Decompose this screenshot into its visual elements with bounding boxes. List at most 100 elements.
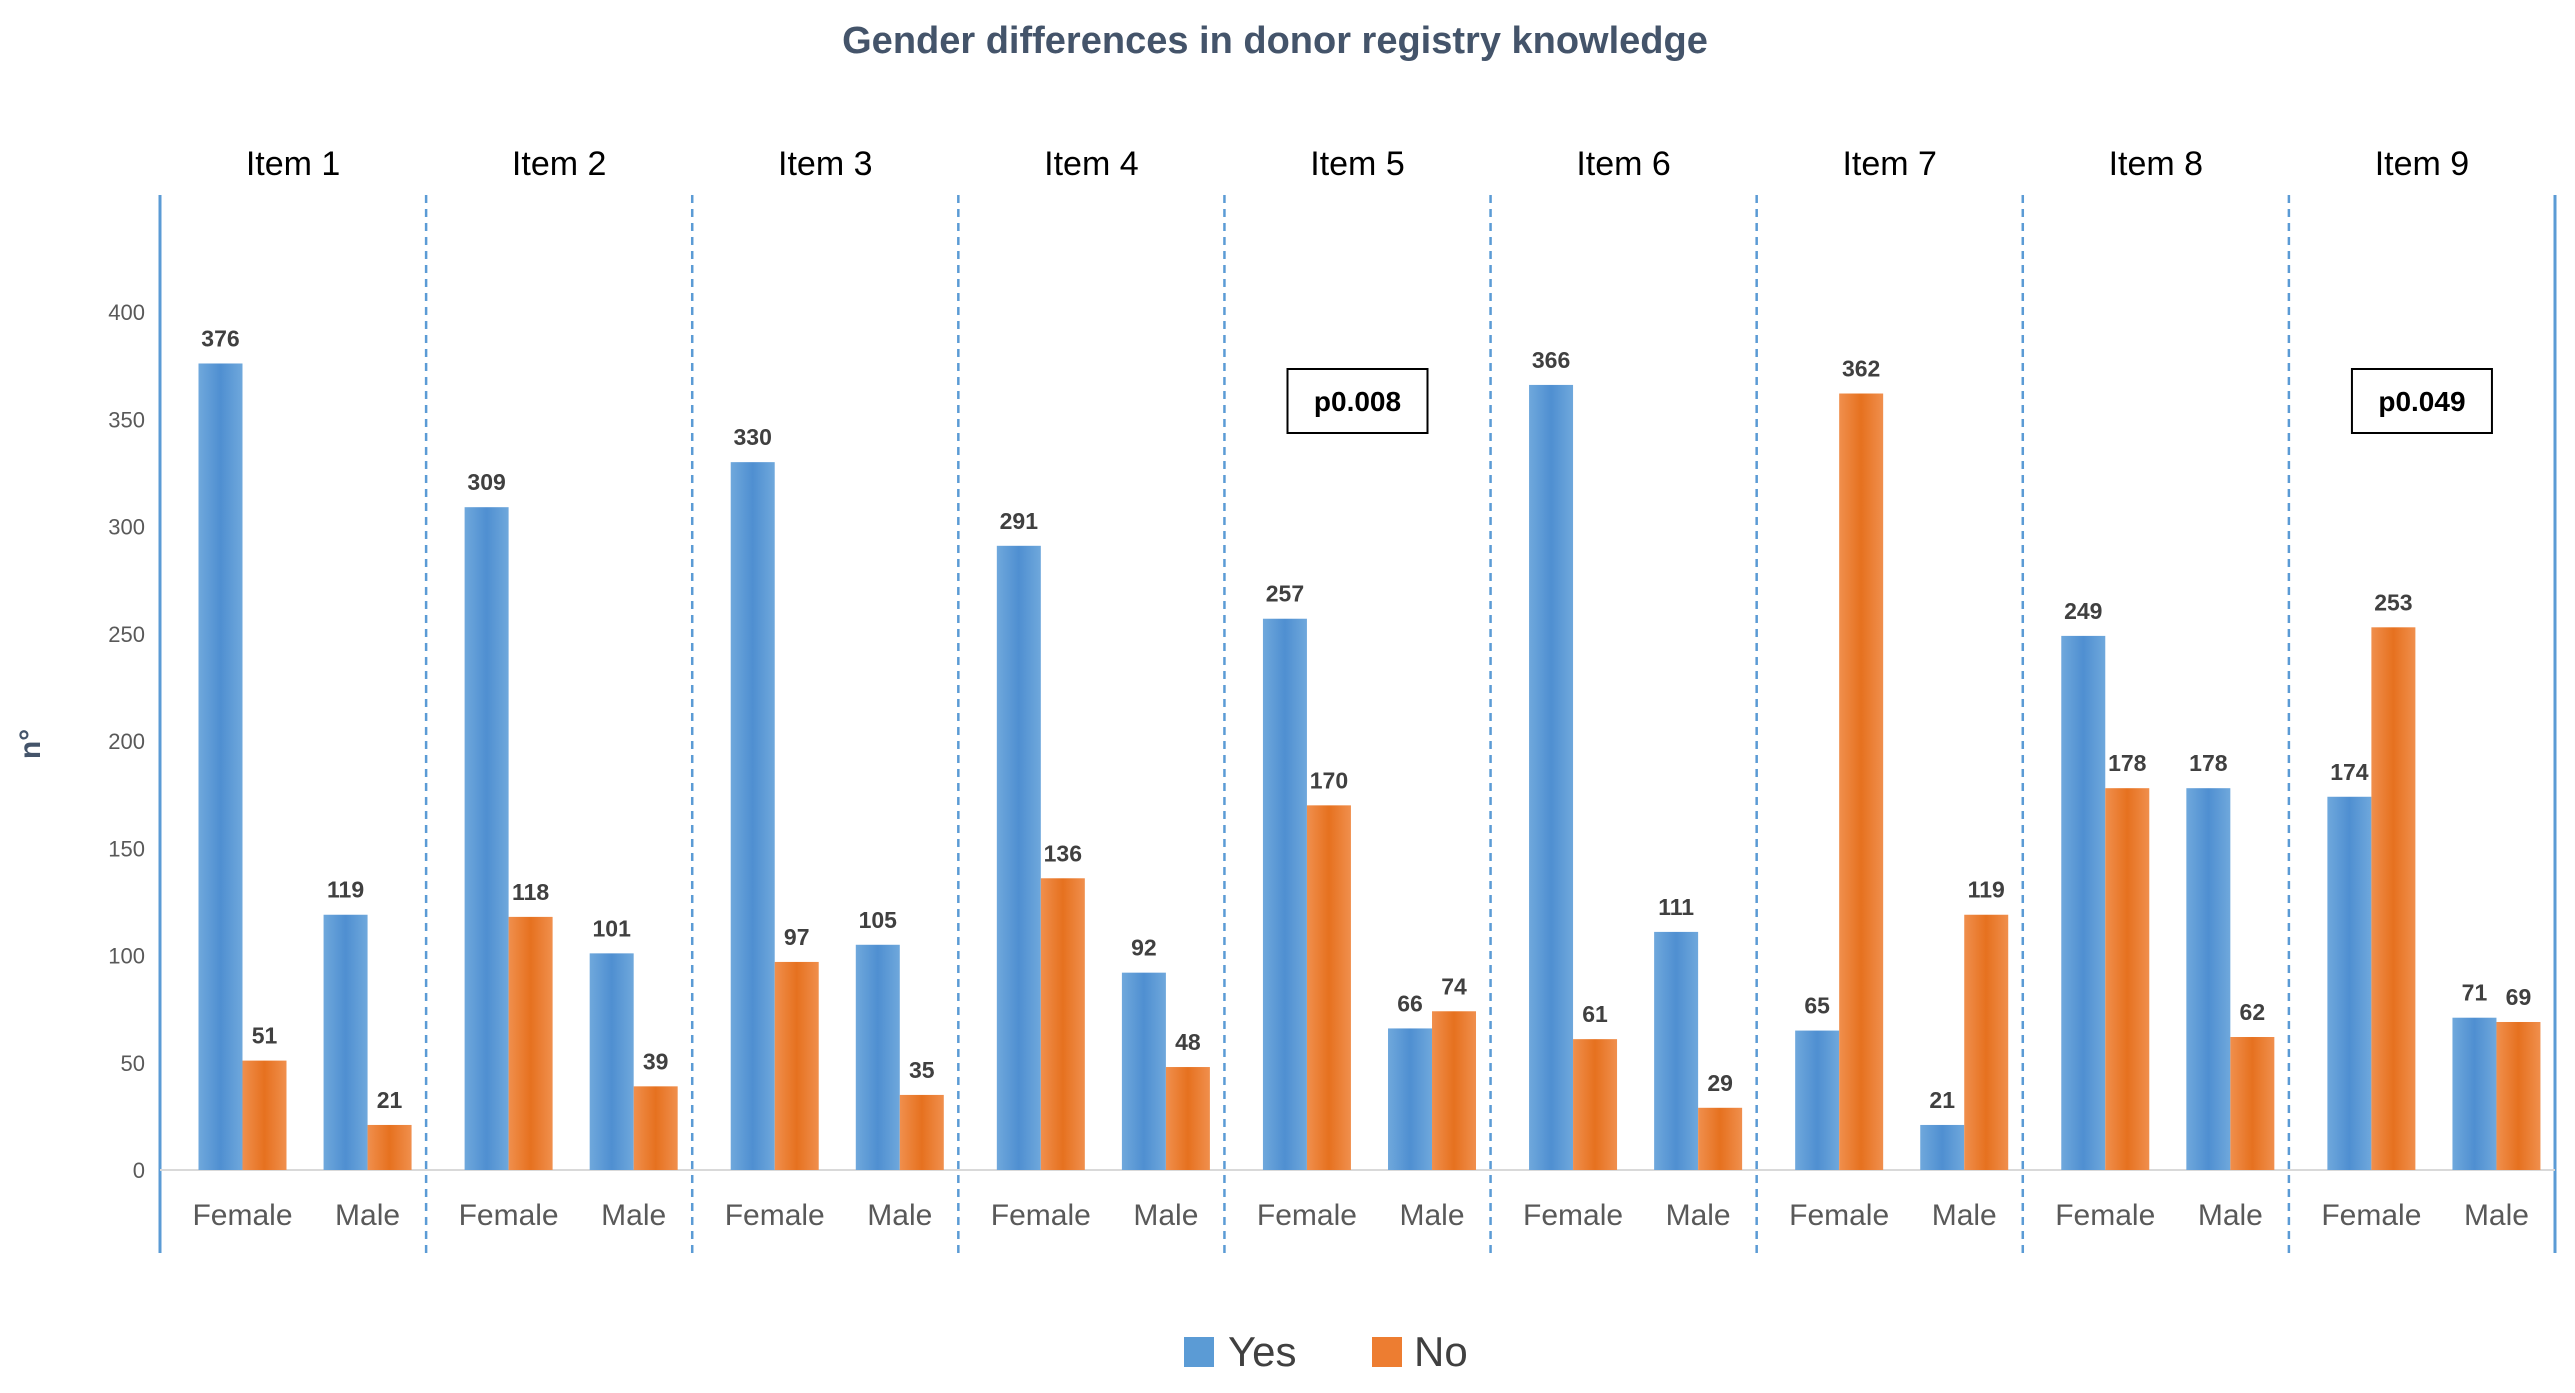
- bar-no-item-5-male: [1432, 1011, 1477, 1170]
- bar-yes-item-3-female: [730, 462, 775, 1170]
- category-label-female: Female: [2321, 1199, 2421, 1232]
- bar-yes-item-5-male: [1388, 1028, 1433, 1170]
- bar-yes-item-6-male: [1654, 931, 1699, 1170]
- data-label: 330: [734, 424, 772, 450]
- y-tick-label: 50: [121, 1051, 145, 1076]
- bar-no-item-6-male: [1698, 1107, 1743, 1170]
- category-label-female: Female: [991, 1199, 1091, 1232]
- bar-yes-item-9-female: [2327, 796, 2372, 1170]
- group-label-item-9: Item 9: [2375, 145, 2469, 183]
- category-label-male: Male: [2198, 1199, 2263, 1232]
- data-label: 74: [1441, 973, 1467, 999]
- bar-yes-item-7-male: [1920, 1124, 1965, 1170]
- category-label-female: Female: [1257, 1199, 1357, 1232]
- bar-yes-item-4-female: [996, 545, 1041, 1170]
- bars-layer: [198, 363, 2541, 1171]
- bar-no-item-7-female: [1839, 393, 1884, 1170]
- data-label: 257: [1266, 581, 1304, 607]
- category-label-male: Male: [2464, 1199, 2529, 1232]
- bar-no-item-4-female: [1040, 878, 1085, 1170]
- labels-layer: Item 1 Female 376 51 Male 119 21 Item 2 Female 30…: [192, 145, 2531, 1232]
- category-label-male: Male: [1133, 1199, 1198, 1232]
- data-label: 249: [2064, 598, 2102, 624]
- axis-layer: 0 50 100 150 200 250 300 350 400: [108, 195, 2557, 1253]
- bar-yes-item-6-female: [1529, 384, 1574, 1170]
- data-label: 253: [2374, 589, 2412, 615]
- data-label: 119: [327, 877, 364, 903]
- bar-no-item-5-female: [1306, 805, 1351, 1170]
- legend-label-yes: Yes: [1228, 1328, 1297, 1375]
- data-label: 174: [2330, 759, 2369, 785]
- data-label: 309: [467, 469, 505, 495]
- data-label: 71: [2462, 980, 2488, 1006]
- group-label-item-8: Item 8: [2109, 145, 2203, 183]
- data-label: 62: [2240, 999, 2266, 1025]
- y-tick-label: 400: [108, 300, 145, 325]
- bar-no-item-2-male: [633, 1086, 678, 1170]
- legend-swatch-no: [1372, 1337, 1402, 1367]
- bar-no-item-1-male: [367, 1124, 412, 1170]
- data-label: 39: [643, 1048, 669, 1074]
- data-label: 170: [1310, 767, 1348, 793]
- data-label: 48: [1175, 1029, 1201, 1055]
- category-label-female: Female: [725, 1199, 825, 1232]
- data-label: 21: [377, 1087, 403, 1113]
- group-label-item-6: Item 6: [1576, 145, 1670, 183]
- category-label-male: Male: [1399, 1199, 1464, 1232]
- bar-yes-item-7-female: [1795, 1030, 1840, 1170]
- category-label-female: Female: [192, 1199, 292, 1232]
- data-label: 21: [1929, 1087, 1955, 1113]
- y-tick-label: 0: [133, 1158, 145, 1183]
- data-label: 105: [859, 907, 898, 933]
- data-label: 65: [1804, 993, 1830, 1019]
- category-label-male: Male: [335, 1199, 400, 1232]
- bar-yes-item-3-male: [855, 944, 900, 1170]
- category-label-female: Female: [1789, 1199, 1889, 1232]
- data-label: 119: [1968, 877, 2005, 903]
- y-axis-label: n°: [14, 729, 47, 759]
- data-label: 97: [784, 924, 810, 950]
- data-label: 376: [201, 325, 239, 351]
- data-label: 362: [1842, 356, 1880, 382]
- bar-no-item-6-female: [1573, 1039, 1618, 1170]
- chart-title: Gender differences in donor registry kno…: [842, 20, 1708, 62]
- bar-no-item-8-male: [2230, 1037, 2275, 1170]
- data-label: 118: [512, 879, 549, 905]
- bar-no-item-3-male: [899, 1094, 944, 1170]
- bar-no-item-7-male: [1964, 914, 2009, 1170]
- data-label: 366: [1532, 347, 1570, 373]
- category-label-male: Male: [601, 1199, 666, 1232]
- y-tick-label: 300: [108, 515, 145, 540]
- data-label: 35: [909, 1057, 935, 1083]
- p-value-text: p0.049: [2378, 386, 2465, 417]
- legend: Yes No: [1184, 1328, 1468, 1375]
- category-label-female: Female: [2055, 1199, 2155, 1232]
- group-label-item-1: Item 1: [246, 145, 340, 183]
- data-label: 61: [1582, 1001, 1608, 1027]
- bar-yes-item-8-female: [2061, 635, 2106, 1170]
- bar-no-item-3-female: [774, 961, 819, 1170]
- data-label: 92: [1131, 935, 1157, 961]
- bar-no-item-8-female: [2105, 788, 2150, 1170]
- group-label-item-5: Item 5: [1310, 145, 1404, 183]
- bar-yes-item-9-male: [2452, 1017, 2497, 1170]
- data-label: 111: [1658, 894, 1694, 920]
- data-label: 29: [1707, 1070, 1733, 1096]
- group-label-item-7: Item 7: [1842, 145, 1936, 183]
- bar-yes-item-2-male: [589, 953, 634, 1170]
- p-value-text: p0.008: [1314, 386, 1401, 417]
- bar-no-item-9-female: [2371, 627, 2416, 1170]
- bar-yes-item-4-male: [1121, 972, 1166, 1170]
- data-label: 136: [1044, 840, 1082, 866]
- bar-yes-item-8-male: [2186, 788, 2231, 1170]
- bar-yes-item-2-female: [464, 507, 509, 1170]
- legend-swatch-yes: [1184, 1337, 1214, 1367]
- category-label-male: Male: [1932, 1199, 1997, 1232]
- category-label-female: Female: [459, 1199, 559, 1232]
- data-label: 51: [252, 1023, 278, 1049]
- data-label: 291: [1000, 508, 1039, 534]
- group-label-item-4: Item 4: [1044, 145, 1138, 183]
- bar-yes-item-1-female: [198, 363, 243, 1171]
- data-label: 178: [2108, 750, 2147, 776]
